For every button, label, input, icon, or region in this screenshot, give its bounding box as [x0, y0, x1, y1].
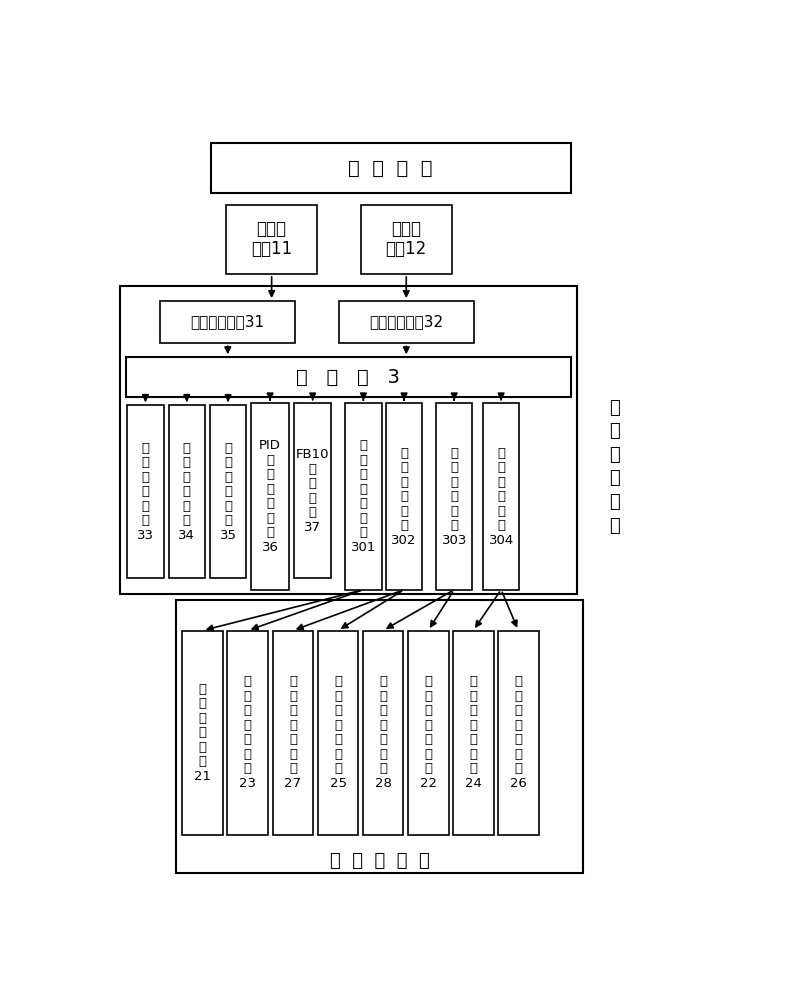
Bar [272, 631, 314, 835]
Text: 湿
度
控
制
模
块
304: 湿 度 控 制 模 块 304 [489, 447, 514, 547]
Bar [361, 205, 452, 274]
Text: 预
加
热
控
制
模
块
301: 预 加 热 控 制 模 块 301 [351, 439, 376, 554]
Bar [169, 405, 205, 578]
Bar [363, 631, 403, 835]
Bar [226, 205, 317, 274]
Text: FB10
功
能
模
块
37: FB10 功 能 模 块 37 [296, 448, 330, 534]
Bar [251, 403, 289, 590]
Text: 湿度传
感器12: 湿度传 感器12 [385, 220, 427, 258]
Bar [483, 403, 520, 590]
Bar [408, 631, 448, 835]
Text: 预
加
热
调
节
器
21: 预 加 热 调 节 器 21 [194, 683, 211, 783]
Text: 第
三
湿
度
调
节
器
26: 第 三 湿 度 调 节 器 26 [510, 675, 527, 790]
Text: 第
一
加
热
调
节
器
23: 第 一 加 热 调 节 器 23 [239, 675, 256, 790]
Bar [210, 405, 246, 578]
Bar [436, 403, 473, 590]
Text: 湿度接收模块32: 湿度接收模块32 [369, 315, 444, 330]
Text: 参
数
输
入
模
块
35: 参 数 输 入 模 块 35 [220, 442, 237, 542]
Bar [345, 403, 381, 590]
Bar [294, 403, 331, 578]
Bar [211, 143, 570, 193]
Text: PID
温
度
控
制
模
块
36: PID 温 度 控 制 模 块 36 [259, 439, 281, 554]
Bar [161, 301, 295, 343]
Text: 主   控   器   3: 主 控 器 3 [297, 368, 400, 387]
Bar [453, 631, 494, 835]
Text: 温度传
感器11: 温度传 感器11 [251, 220, 292, 258]
Bar [498, 631, 539, 835]
Bar [386, 403, 423, 590]
Bar [318, 631, 359, 835]
Bar [228, 631, 268, 835]
Text: 检  测  单  元: 检 测 单 元 [348, 159, 433, 178]
Text: 第
一
湿
度
调
节
器
22: 第 一 湿 度 调 节 器 22 [419, 675, 436, 790]
Text: 加
热
控
制
模
块
302: 加 热 控 制 模 块 302 [391, 447, 417, 547]
Text: 第
二
加
热
调
节
器
27: 第 二 加 热 调 节 器 27 [284, 675, 301, 790]
Text: 温度接收模块31: 温度接收模块31 [191, 315, 265, 330]
Text: 调  节  器  单  元: 调 节 器 单 元 [330, 852, 430, 870]
Text: 湿
度
计
算
模
块
34: 湿 度 计 算 模 块 34 [179, 442, 196, 542]
Bar [183, 631, 223, 835]
Bar [120, 286, 577, 594]
Text: 冷
却
控
制
模
块
303: 冷 却 控 制 模 块 303 [441, 447, 467, 547]
Text: 第
二
冷
却
调
节
器
28: 第 二 冷 却 调 节 器 28 [375, 675, 392, 790]
Bar [126, 357, 570, 397]
Text: 第
一
冷
却
调
节
器
25: 第 一 冷 却 调 节 器 25 [330, 675, 347, 790]
Bar [128, 405, 163, 578]
Text: 温
度
计
算
模
块
33: 温 度 计 算 模 块 33 [137, 442, 154, 542]
Bar [176, 600, 583, 873]
Text: 第
二
湿
度
调
节
器
24: 第 二 湿 度 调 节 器 24 [465, 675, 482, 790]
Bar [339, 301, 473, 343]
Text: 执
行
控
制
单
元: 执 行 控 制 单 元 [609, 398, 620, 534]
